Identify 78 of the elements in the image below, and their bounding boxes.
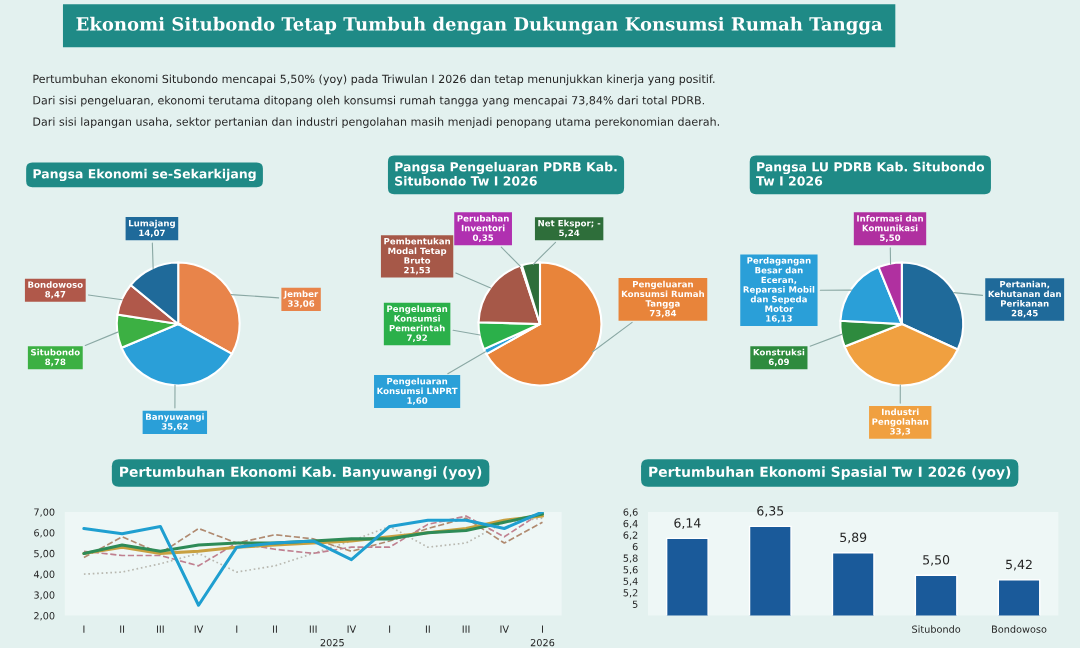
x-tick-label: II bbox=[273, 625, 277, 633]
x-tick-label: II bbox=[120, 625, 125, 633]
slice-label: Banyuwangi bbox=[146, 413, 204, 422]
data-label: 21,53 bbox=[404, 266, 431, 275]
chart-title: Pertumbuhan Ekonomi Kab. Banyuwangi (yoy) bbox=[120, 466, 482, 480]
data-label: 5,89 bbox=[840, 532, 867, 544]
y-tick-label: 2,00 bbox=[34, 612, 55, 621]
y-tick-label: 5,6 bbox=[623, 566, 638, 575]
slice-label: Net Ekspor; - bbox=[538, 219, 601, 229]
data-label: 73,84 bbox=[649, 309, 677, 318]
y-tick-label: 6,2 bbox=[623, 531, 638, 540]
slice-label: Pengeluaran Konsumsi Pemerintah bbox=[387, 305, 448, 332]
data-label: 33,3 bbox=[890, 427, 911, 436]
data-label: 28,45 bbox=[1011, 309, 1038, 318]
slice-label: Pengeluaran Konsumsi LNPRT bbox=[377, 377, 458, 395]
y-tick-label: 6,4 bbox=[623, 519, 638, 529]
text: Ekonomi Situbondo Tetap Tumbuh dengan Dukungan Konsumsi Rumah Tangga bbox=[76, 16, 883, 35]
data-label: 5,50 bbox=[923, 555, 950, 566]
slice-label: Situbondo bbox=[31, 348, 80, 356]
chart-title: Pangsa Ekonomi se-Sekarkijang bbox=[33, 168, 256, 182]
slice-label: Perdagangan Besar dan Eceran, Reparasi Mobil dan Sepeda Motor bbox=[743, 257, 815, 313]
x-tick-label: IV bbox=[194, 625, 204, 633]
data-label: 6,14 bbox=[674, 518, 701, 529]
text: Dari sisi pengeluaran, ekonomi terutama ditopang oleh konsumsi rumah tangga yang mencapai 73,84% dari total PDRB. bbox=[33, 95, 704, 107]
y-tick-label: 3,00 bbox=[34, 591, 55, 600]
x-tick-label: I bbox=[83, 625, 85, 633]
data-label: 33,06 bbox=[288, 300, 315, 308]
text: Dari sisi lapangan usaha, sektor pertanian dan industri pengolahan masih menjadi penopang utama perekonomian daerah. bbox=[33, 117, 719, 128]
slice-label: Perubahan Inventori bbox=[457, 214, 509, 232]
data-label: 5,24 bbox=[559, 229, 580, 238]
slice-label: Lumajang bbox=[128, 219, 175, 229]
slice-label: Pertanian, Kehutanan dan Perikanan bbox=[988, 280, 1061, 307]
y-tick-label: 5,8 bbox=[623, 554, 638, 563]
data-label: 16,13 bbox=[766, 315, 792, 323]
slice-label: Pengeluaran Konsumsi Rumah Tangga bbox=[621, 280, 704, 309]
text: 2026 bbox=[530, 638, 555, 647]
data-label: 0,35 bbox=[472, 234, 494, 242]
slice-label: Industri Pengolahan bbox=[872, 408, 929, 427]
slice-label: Informasi dan Komunikasi bbox=[857, 214, 923, 232]
y-tick-label: 4,00 bbox=[33, 570, 55, 579]
text: 2025 bbox=[320, 638, 344, 647]
slice-label: Konstruksi bbox=[753, 348, 805, 356]
x-tick-label: III bbox=[156, 625, 164, 633]
y-tick-label: 5,2 bbox=[623, 589, 638, 598]
data-label: 7,92 bbox=[407, 334, 427, 343]
data-label: 8,47 bbox=[45, 291, 66, 299]
x-tick-label: I bbox=[389, 625, 391, 633]
data-label: 14,07 bbox=[139, 229, 165, 238]
slice-label: Pembentukan Modal Tetap Bruto bbox=[384, 237, 451, 264]
x-tick-label: II bbox=[425, 625, 430, 633]
y-tick-label: 7,00 bbox=[34, 508, 55, 517]
y-tick-label: 5 bbox=[632, 600, 638, 608]
slice-label: Jember bbox=[283, 290, 319, 299]
y-tick-label: 6,00 bbox=[34, 529, 55, 538]
x-tick-label: IV bbox=[347, 625, 357, 633]
chart-title: Pertumbuhan Ekonomi Spasial Tw I 2026 (yoy) bbox=[649, 466, 1011, 480]
text: Pertumbuhan ekonomi Situbondo mencapai 5,50% (yoy) pada Triwulan I 2026 dan tetap menunjukkan kinerja yang positif. bbox=[33, 74, 715, 86]
data-label: 8,78 bbox=[45, 358, 66, 367]
x-tick-label: III bbox=[309, 625, 317, 633]
y-tick-label: 6,6 bbox=[623, 508, 638, 517]
x-tick-label: Bondowoso bbox=[992, 625, 1047, 633]
data-label: 1,60 bbox=[407, 397, 428, 405]
chart-title: Pangsa LU PDRB Kab. Situbondo Tw I 2026 bbox=[756, 161, 985, 186]
y-tick-label: 5,4 bbox=[623, 577, 638, 586]
y-tick-label: 6 bbox=[632, 542, 638, 551]
data-label: 5,42 bbox=[1006, 559, 1032, 571]
x-tick-label: I bbox=[236, 625, 238, 633]
x-tick-label: Situbondo bbox=[912, 625, 961, 633]
slice-label: Bondowoso bbox=[28, 281, 83, 288]
x-tick-label: IV bbox=[500, 625, 509, 633]
x-tick-label: I bbox=[542, 625, 543, 633]
data-label: 6,35 bbox=[757, 506, 784, 517]
data-label: 35,62 bbox=[161, 423, 188, 431]
y-tick-label: 5,00 bbox=[34, 549, 55, 559]
chart-title: Pangsa Pengeluaran PDRB Kab. Situbondo Tw I 2026 bbox=[395, 161, 617, 186]
data-label: 5,50 bbox=[880, 234, 901, 242]
x-tick-label: III bbox=[462, 625, 470, 633]
data-label: 6,09 bbox=[768, 358, 789, 367]
